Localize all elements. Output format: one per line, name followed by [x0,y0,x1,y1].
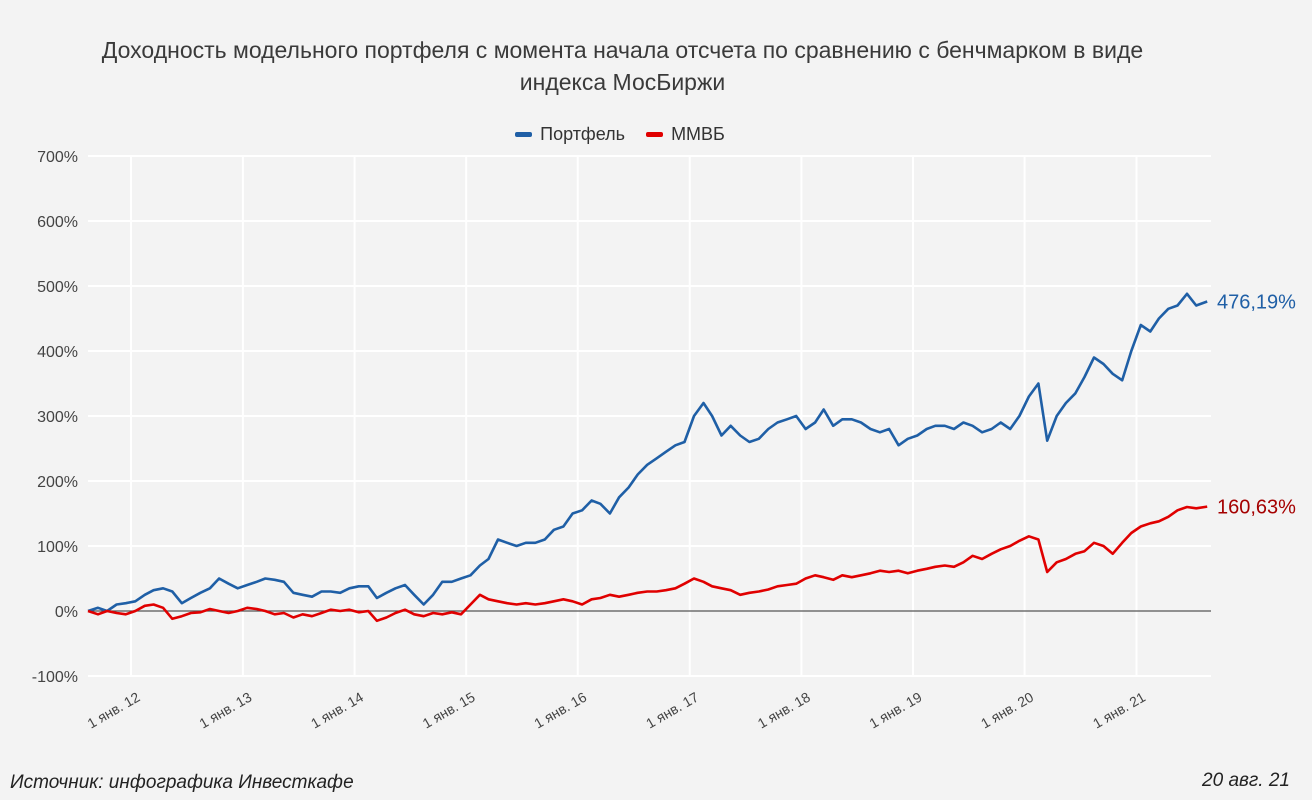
y-tick-label: -100% [32,669,78,686]
series-line-portfolio [87,292,1208,613]
x-tick-label: 1 янв. 15 [420,689,478,732]
title-line-1: Доходность модельного портфеля с момента… [101,37,1144,63]
y-tick-label: 700% [37,149,78,166]
y-tick-label: 300% [37,409,78,426]
x-tick-label: 1 янв. 17 [643,689,701,732]
legend-item-mmvb[interactable]: ММВБ [646,124,725,145]
legend-label: ММВБ [671,124,725,144]
legend-label: Портфель [540,124,626,144]
y-tick-label: 500% [37,279,78,296]
title-line-2: индекса МосБиржи [519,69,726,95]
x-tick-label: 1 янв. 16 [531,689,589,732]
end-value-label: 476,19% [1217,291,1296,313]
y-tick-label: 600% [37,214,78,231]
legend-item-portfolio[interactable]: Портфель [515,124,625,145]
x-tick-label: 1 янв. 14 [308,689,366,732]
x-tick-label: 1 янв. 13 [196,689,254,732]
source-note: Источник: инфографика Инвесткафе [10,772,354,793]
y-tick-label: 0% [55,604,78,621]
series-line-mmvb [87,505,1208,623]
legend-swatch [515,132,533,137]
legend: Портфель ММВБ [0,121,1240,145]
legend-swatch [646,132,664,137]
y-tick-label: 100% [37,539,78,556]
x-tick-label: 1 янв. 12 [84,689,142,732]
y-tick-label: 400% [37,344,78,361]
x-tick-label: 1 янв. 20 [978,689,1036,732]
x-tick-label: 1 янв. 21 [1090,689,1148,732]
x-tick-label: 1 янв. 19 [866,689,924,732]
y-tick-label: 200% [37,474,78,491]
end-value-label: 160,63% [1217,497,1296,519]
x-tick-label: 1 янв. 18 [755,689,813,732]
chart-title: Доходность модельного портфеля с момента… [0,34,1245,98]
date-note: 20 авг. 21 [1202,770,1290,791]
